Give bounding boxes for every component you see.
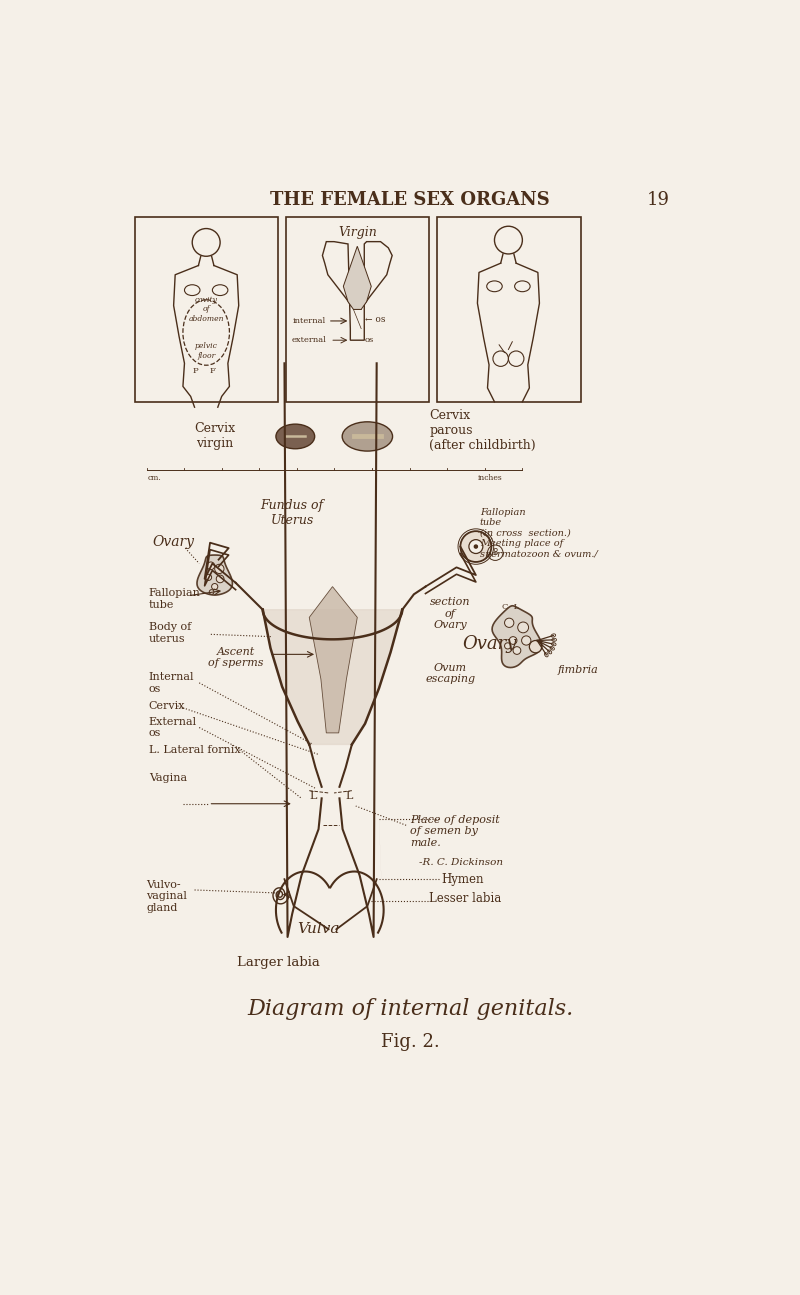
Circle shape [530,641,542,653]
Text: os: os [365,337,374,344]
Text: Body of
uterus: Body of uterus [149,622,191,644]
Polygon shape [343,246,371,310]
Ellipse shape [342,422,393,451]
Text: 8: 8 [493,548,498,557]
Text: Cervix
virgin: Cervix virgin [194,422,235,451]
Text: L: L [346,791,354,802]
Text: Ovary: Ovary [462,636,517,654]
Bar [437,218,581,401]
Text: internal: internal [293,317,326,325]
Polygon shape [197,556,233,596]
Text: Diagram of internal genitals.: Diagram of internal genitals. [247,997,573,1019]
Text: cavity
of
abdomen: cavity of abdomen [189,297,224,322]
Text: inches: inches [478,474,503,482]
Circle shape [510,637,517,645]
Text: -R. C. Dickinson: -R. C. Dickinson [419,857,503,866]
Text: external: external [291,337,326,344]
Text: Vulvo-
vaginal
gland: Vulvo- vaginal gland [146,879,187,913]
Text: Virgin: Virgin [338,225,377,238]
Text: Ovum
escaping: Ovum escaping [426,663,475,685]
Circle shape [474,545,478,548]
Text: Ascent
of sperms: Ascent of sperms [208,646,263,668]
Text: floor: floor [197,352,215,360]
Circle shape [469,540,483,553]
Text: P: P [193,366,198,376]
Polygon shape [322,242,392,341]
Text: Cervix: Cervix [149,701,186,711]
Text: Larger labia: Larger labia [237,956,320,969]
Text: pelvic: pelvic [194,342,218,351]
Text: Lesser labia: Lesser labia [430,892,502,905]
Text: Fallopian
tube: Fallopian tube [149,588,201,610]
Circle shape [207,562,214,570]
Text: Internal
os: Internal os [149,672,194,694]
Text: Hymen: Hymen [441,873,483,886]
Text: C  L: C L [502,603,519,611]
Text: External
os: External os [149,716,197,738]
Text: Vulva: Vulva [298,922,340,936]
Text: Ovary: Ovary [153,535,194,549]
Circle shape [513,646,521,654]
Text: ← os: ← os [365,315,386,324]
Text: Fig. 2.: Fig. 2. [381,1033,439,1052]
Text: Fundus of
Uterus: Fundus of Uterus [261,500,324,527]
Polygon shape [310,587,358,733]
Circle shape [460,531,491,562]
Circle shape [214,565,224,574]
Bar [286,218,430,401]
Circle shape [206,574,211,580]
Polygon shape [492,606,542,667]
Circle shape [522,636,531,645]
Text: fimbria: fimbria [558,664,598,675]
Text: Vagina: Vagina [149,773,187,782]
Text: F: F [210,366,215,376]
Bar [135,218,278,401]
Text: Place of deposit
of semen by
male.: Place of deposit of semen by male. [410,815,500,848]
Circle shape [505,642,510,649]
Text: section
of
Ovary: section of Ovary [430,597,470,631]
Text: cm.: cm. [148,474,162,482]
Circle shape [211,584,218,589]
Circle shape [505,618,514,627]
Circle shape [518,622,529,633]
Text: Fallopian
tube
(in cross  section.)
Meeting place of
spermatozoon & ovum./: Fallopian tube (in cross section.) Meeti… [480,508,598,558]
Text: THE FEMALE SEX ORGANS: THE FEMALE SEX ORGANS [270,192,550,208]
Text: Cervix
parous
(after childbirth): Cervix parous (after childbirth) [430,409,536,452]
Text: 19: 19 [646,192,670,208]
Ellipse shape [276,425,314,449]
Polygon shape [262,610,402,745]
Circle shape [210,589,214,594]
Text: L: L [310,791,317,802]
Circle shape [216,575,224,583]
Text: L. Lateral fornix: L. Lateral fornix [149,745,241,755]
